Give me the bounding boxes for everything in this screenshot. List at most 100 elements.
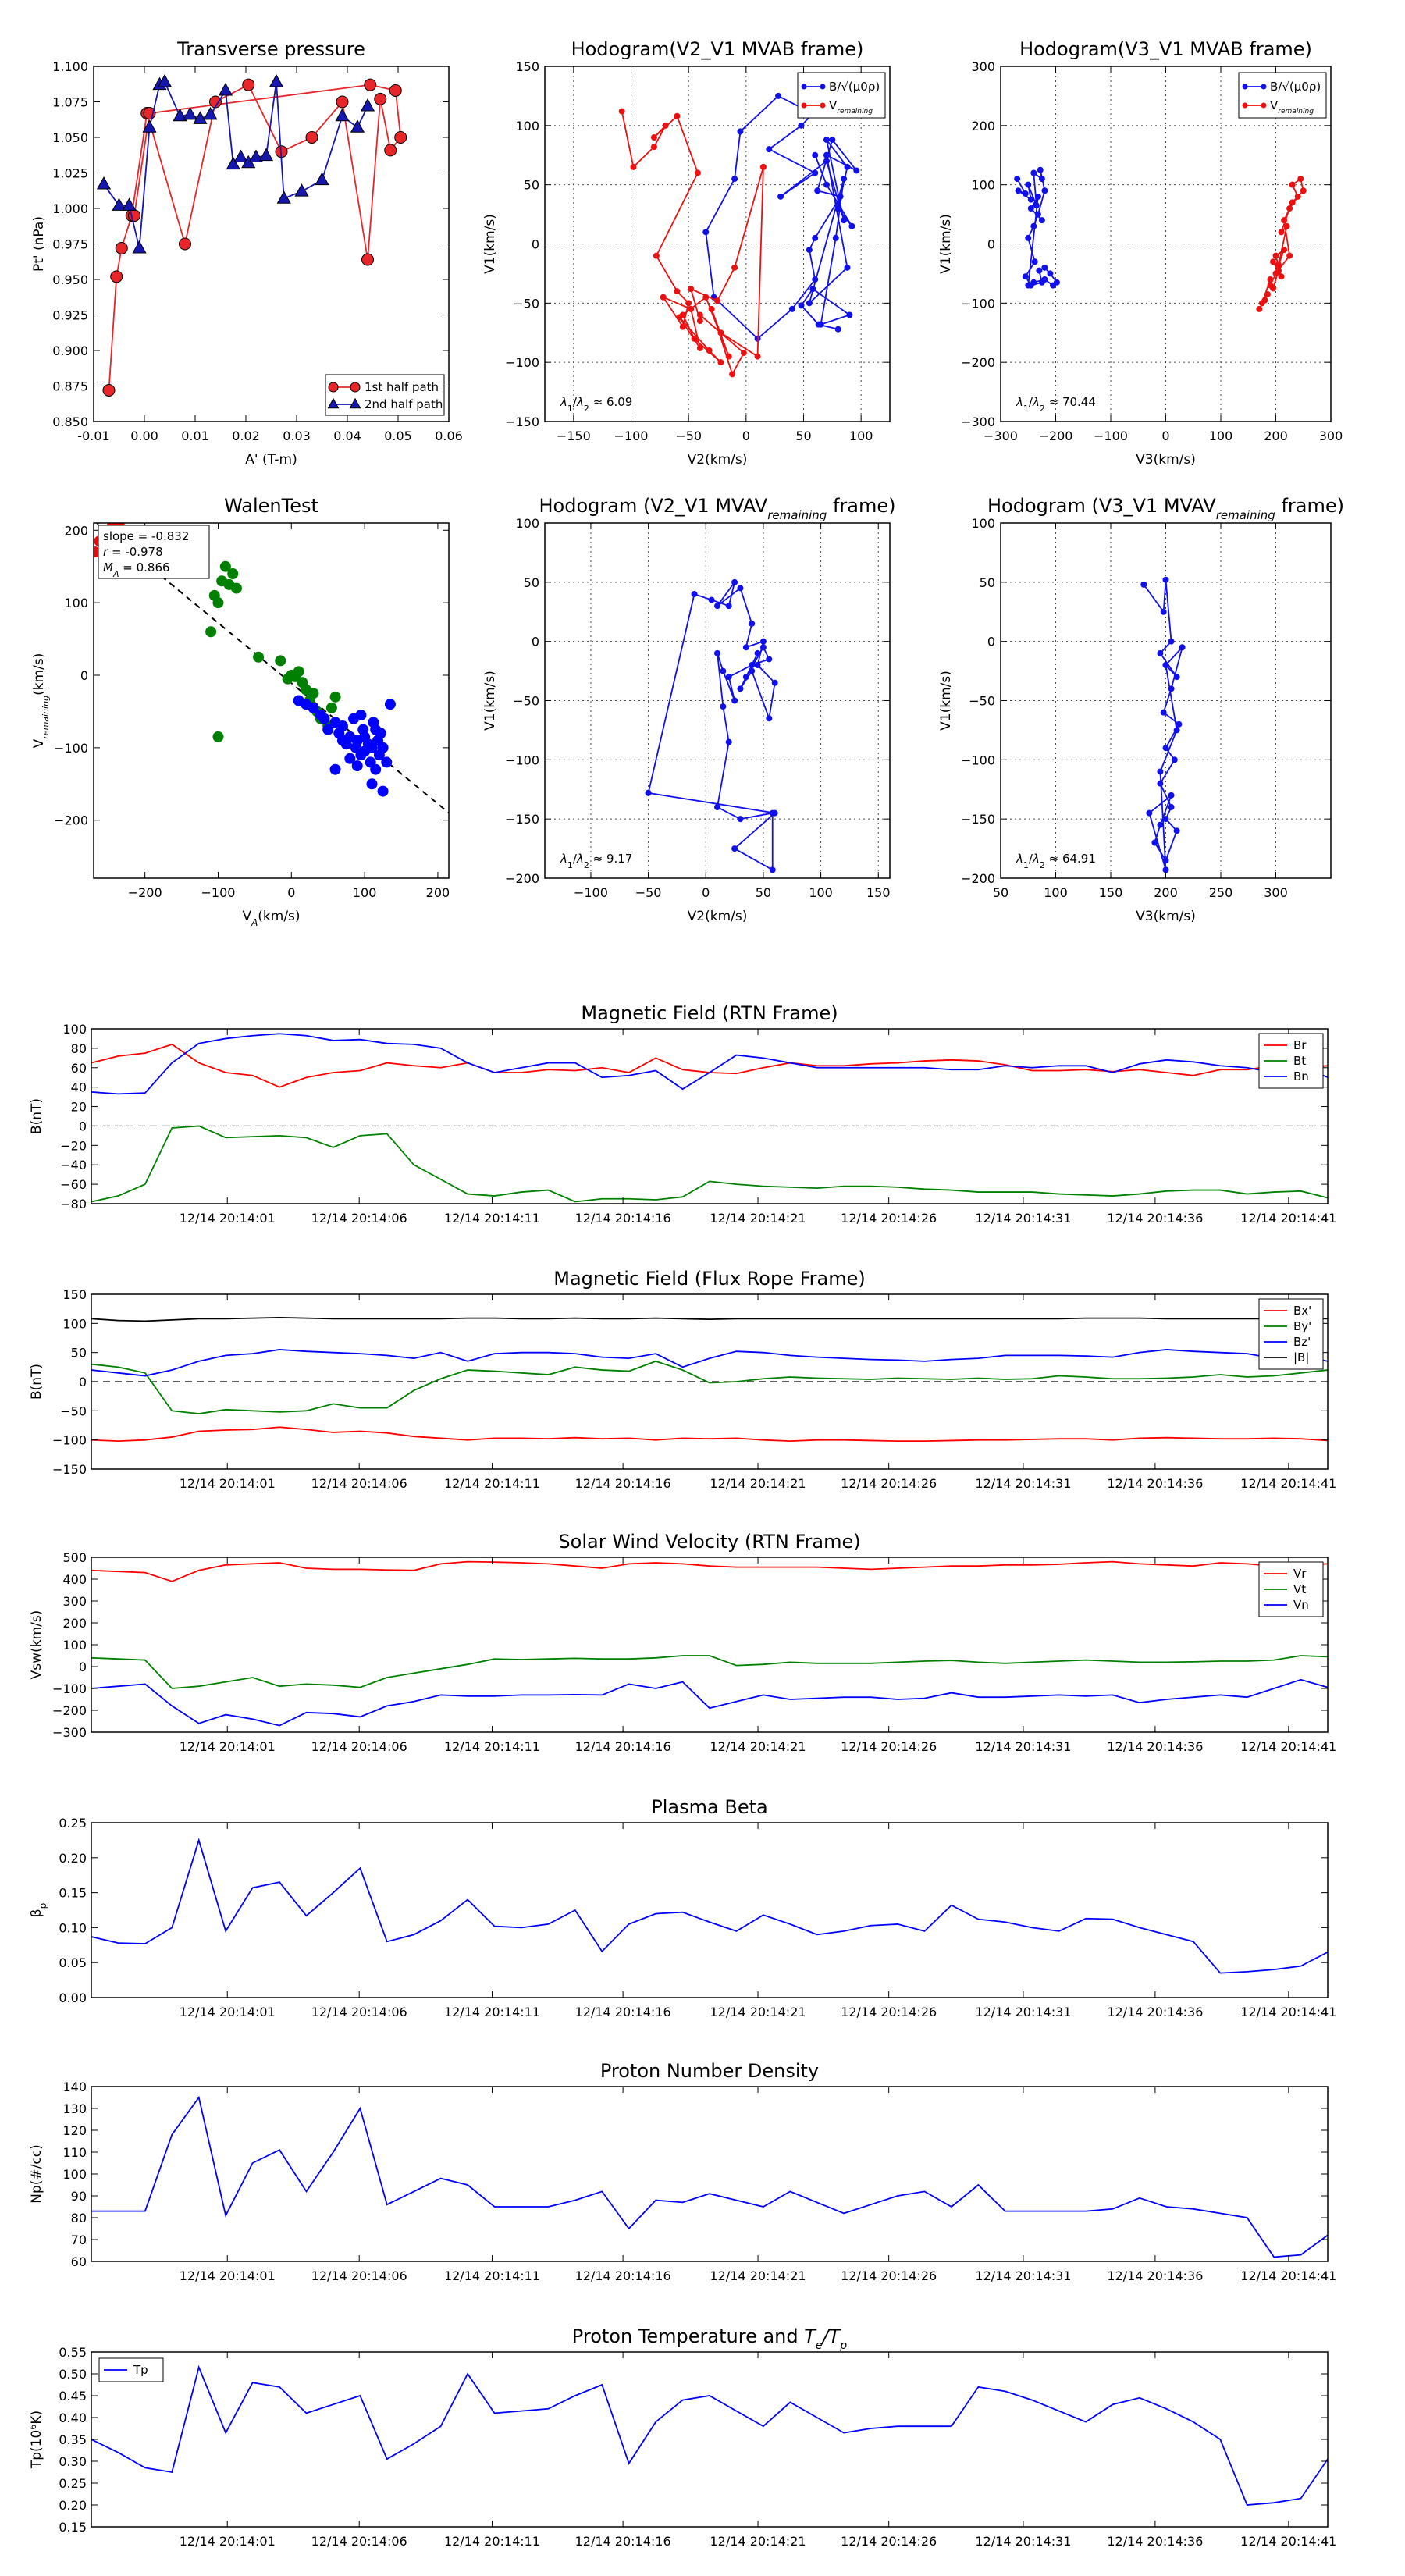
data-point [1278,273,1285,280]
data-point [269,73,284,87]
data-point [276,190,291,204]
x-tick-label: 12/14 20:14:21 [710,1476,806,1491]
data-point [389,84,402,97]
y-tick-label: 0 [532,635,539,649]
plot-area [1140,576,1186,873]
x-tick-label: 12/14 20:14:31 [975,1476,1071,1491]
x-tick-label: 12/14 20:14:21 [710,2534,806,2549]
data-point [650,144,657,151]
plot-area [618,92,860,378]
data-point [832,234,839,241]
data-point [335,108,350,122]
data-point [381,756,393,768]
data-point [731,697,738,704]
data-point [1300,187,1307,194]
data-point [294,183,309,197]
data-point [325,702,337,713]
x-tick-label: 12/14 20:14:11 [444,1211,540,1226]
legend-label: Bt [1293,1054,1306,1068]
legend-marker [820,102,826,109]
x-tick-label: 0.00 [130,429,158,443]
y-tick-label: −150 [961,812,995,827]
fit-stats-frame [98,525,210,579]
y-axis-label: Pt' (nPa) [31,216,47,272]
series-line-0 [91,1426,1328,1443]
legend-marker [801,84,807,90]
chart-title: Transverse pressure [176,38,365,60]
y-tick-label: −200 [961,871,995,886]
data-point [841,176,848,183]
data-point [1027,196,1034,203]
chart-tp2: 0.15 0.20 0.25 0.30 0.35 0.40 0.45 0.50 0.55 12/1… [28,2325,1337,2549]
x-tick-label: −100 [201,885,236,900]
x-tick-label: −200 [128,885,162,900]
y-tick-label: 20 [71,1100,87,1115]
y-tick-label: 60 [71,1061,87,1076]
x-tick-label: 12/14 20:14:01 [180,1476,276,1491]
y-tick-label: 100 [515,516,539,531]
data-point [374,92,387,105]
plot-area [96,73,407,397]
series-0 [702,92,860,342]
y-tick-label: 0.20 [59,2498,87,2513]
data-point [1162,662,1169,668]
data-point [809,286,816,293]
series-line [103,80,368,249]
data-point [275,655,286,667]
data-point [759,163,767,170]
data-point [219,560,231,572]
data-point [788,305,795,312]
x-tick-label: 12/14 20:14:26 [841,2005,937,2019]
x-tick-label: −100 [574,885,608,900]
series-line-0 [91,2095,1328,2258]
x-axis-label: A' (T-m) [245,452,297,468]
x-tick-label: 12/14 20:14:01 [180,1739,276,1754]
y-tick-label: 0.925 [52,308,88,323]
data-point [1014,176,1021,183]
data-point [1256,305,1263,312]
chart-h2: −300 −200 −100 0 100 200 300 −300 −200 −100 0 100 20… [938,38,1343,468]
data-point [737,816,744,823]
data-point [740,350,747,357]
data-point [1267,282,1274,289]
legend-box [797,72,886,119]
y-tick-label: −100 [52,1681,87,1696]
data-point [230,582,242,594]
x-tick-label: 12/14 20:14:11 [444,1476,540,1491]
data-point [1027,205,1034,212]
data-point [173,108,187,122]
y-tick-label: 1.000 [52,201,88,216]
x-tick-label: 0.04 [333,429,361,443]
data-point [233,149,248,162]
y-tick-label: −50 [513,296,539,311]
legend-label: Br [1293,1038,1307,1052]
x-tick-label: −150 [557,429,591,443]
y-axis-label: B(nT) [29,1098,44,1134]
data-point [837,193,844,200]
plot-area [91,2364,1328,2506]
axes-frame [91,1293,1329,1470]
data-point [1030,279,1037,286]
data-point [293,666,304,678]
x-tick-label: 100 [849,429,873,443]
y-tick-label: 300 [62,1594,87,1609]
data-point [749,620,756,627]
legend-label: Tp [133,2363,148,2377]
x-tick-label: 12/14 20:14:01 [180,2005,276,2019]
data-point [812,276,819,283]
data-point [350,119,365,133]
plot-area [91,1560,1328,1727]
data-point [814,187,821,194]
data-point [218,82,233,96]
data-point [1160,709,1167,716]
y-tick-label: 40 [71,1080,87,1095]
y-tick-label: −150 [505,812,539,827]
data-point [1047,270,1054,277]
x-tick-label: 12/14 20:14:41 [1240,1211,1336,1226]
y-tick-label: −100 [505,753,539,767]
y-tick-label: −200 [961,355,995,370]
x-tick-label: 0.02 [232,429,260,443]
